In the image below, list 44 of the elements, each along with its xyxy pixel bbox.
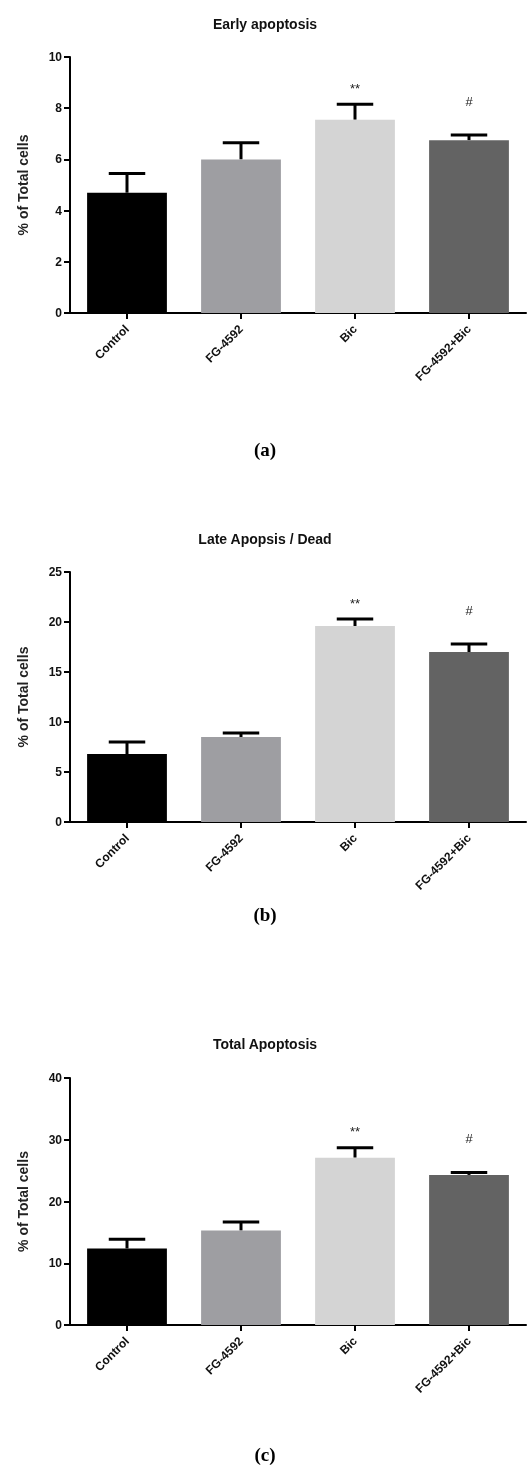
text: (b)	[253, 904, 277, 926]
chart-title: Late Apopsis / Dead	[198, 531, 332, 547]
y-tick-label: 10	[48, 1256, 63, 1271]
y-tick-label: 10	[48, 715, 63, 729]
y-tick-label: 8	[55, 101, 63, 116]
bar	[201, 159, 281, 313]
y-tick-label: 0	[55, 815, 63, 829]
bar	[315, 119, 395, 313]
annotation: #	[465, 93, 474, 109]
bar	[429, 652, 509, 822]
y-tick-label: 15	[48, 665, 63, 679]
y-tick-label: 20	[48, 1194, 63, 1209]
annotation: **	[349, 595, 361, 611]
y-tick-label: 40	[48, 1071, 63, 1085]
bar	[315, 626, 395, 822]
annotation: **	[349, 80, 361, 96]
bar	[315, 1157, 395, 1325]
y-tick-label: 0	[55, 1318, 63, 1332]
y-tick-label: 5	[55, 765, 63, 779]
bar	[429, 140, 509, 313]
y-tick-label: 10	[48, 50, 63, 64]
annotation: #	[465, 1130, 474, 1146]
bar	[201, 1230, 281, 1325]
y-axis-title: % of Total cells	[15, 646, 31, 748]
text: (c)	[254, 1444, 276, 1466]
y-axis-title: % of Total cells	[15, 134, 31, 236]
y-axis-title: % of Total cells	[15, 1150, 31, 1252]
y-tick-label: 20	[48, 615, 63, 629]
annotation: **	[349, 1124, 361, 1140]
y-tick-label: 30	[48, 1132, 63, 1147]
bar	[429, 1174, 509, 1325]
y-tick-label: 6	[55, 152, 63, 167]
x-tick-label: Bic	[336, 1333, 361, 1358]
y-tick-label: 2	[55, 254, 63, 269]
x-tick-label: Bic	[336, 830, 361, 855]
y-tick-label: 25	[48, 565, 63, 579]
x-tick-label: Bic	[336, 321, 361, 346]
bar	[201, 737, 281, 822]
y-tick-label: 0	[55, 306, 63, 320]
chart-title: Total Apoptosis	[212, 1036, 318, 1052]
chart-title: Early apoptosis	[212, 16, 318, 32]
annotation: #	[465, 602, 474, 618]
text: (a)	[253, 439, 277, 461]
y-tick-label: 4	[55, 203, 63, 218]
